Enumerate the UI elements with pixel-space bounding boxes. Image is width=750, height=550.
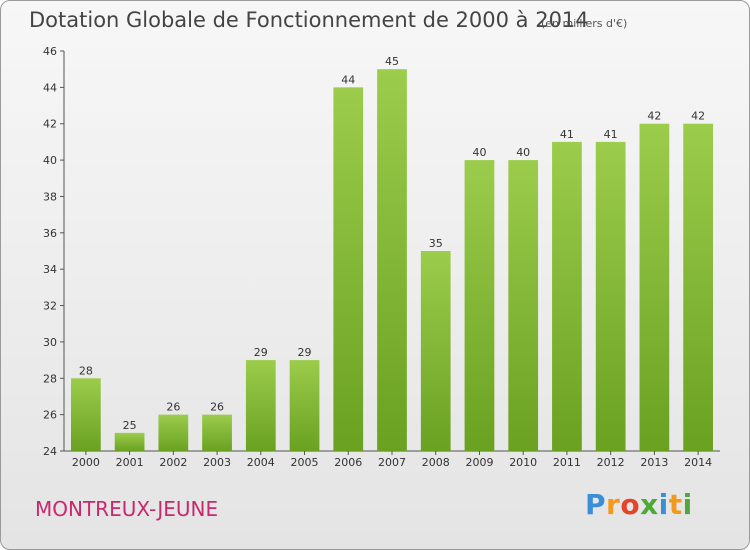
bar-2012 xyxy=(595,141,626,451)
y-tick-label: 46 xyxy=(43,45,57,58)
x-tick-label-2012: 2012 xyxy=(597,456,625,469)
x-tick-label-2011: 2011 xyxy=(553,456,581,469)
bar-2009 xyxy=(464,160,495,451)
value-label-2010: 40 xyxy=(516,146,530,159)
value-label-2009: 40 xyxy=(472,146,486,159)
value-label-2006: 44 xyxy=(341,73,355,86)
bar-2008 xyxy=(420,251,451,451)
value-label-2013: 42 xyxy=(647,110,661,123)
y-tick-label: 40 xyxy=(43,154,57,167)
bar-2010 xyxy=(508,160,539,451)
x-tick-label-2007: 2007 xyxy=(378,456,406,469)
y-tick-label: 36 xyxy=(43,227,57,240)
value-label-2000: 28 xyxy=(79,364,93,377)
value-label-2014: 42 xyxy=(691,110,705,123)
value-label-2005: 29 xyxy=(298,346,312,359)
bar-2005 xyxy=(289,360,320,451)
value-label-2004: 29 xyxy=(254,346,268,359)
bar-2002 xyxy=(158,414,189,451)
proxiti-logo: Proxiti xyxy=(585,488,693,521)
value-label-2001: 25 xyxy=(123,419,137,432)
bar-2011 xyxy=(552,141,582,451)
bar-2003 xyxy=(202,414,232,451)
x-tick-label-2010: 2010 xyxy=(509,456,537,469)
logo-letter: P xyxy=(585,488,607,521)
x-tick-label-2004: 2004 xyxy=(247,456,275,469)
y-axis: 24 26 28 30 32 34 36 38 40 42 44 46 xyxy=(43,45,65,458)
x-tick-label-2013: 2013 xyxy=(640,456,668,469)
bar-2004 xyxy=(245,360,276,451)
bar-2007 xyxy=(377,69,407,451)
value-label-2003: 26 xyxy=(210,401,224,414)
logo-letter: x xyxy=(640,488,659,521)
value-label-2007: 45 xyxy=(385,55,399,68)
y-tick-label: 28 xyxy=(43,372,57,385)
x-axis: 2000 2001 2002 2003 2004 2005 2006 2007 2008 2009… xyxy=(64,450,720,469)
chart-title: Dotation Globale de Fonctionnement de 20… xyxy=(29,8,589,32)
x-tick-label-2001: 2001 xyxy=(116,456,144,469)
x-tick-label-2006: 2006 xyxy=(334,456,362,469)
logo-letter: i xyxy=(682,488,693,521)
value-label-2011: 41 xyxy=(560,128,574,141)
x-tick-label-2003: 2003 xyxy=(203,456,231,469)
value-label-2012: 41 xyxy=(604,128,618,141)
y-tick-label: 24 xyxy=(43,445,57,458)
bar-2001 xyxy=(114,432,145,451)
x-tick-label-2000: 2000 xyxy=(72,456,100,469)
x-tick-label-2002: 2002 xyxy=(159,456,187,469)
unit-note: (en milliers d'€) xyxy=(541,17,628,30)
bar-2013 xyxy=(639,123,670,452)
y-tick-label: 32 xyxy=(43,300,57,313)
logo-letter: t xyxy=(668,488,683,521)
y-tick-label: 44 xyxy=(43,81,57,94)
logo-letter: o xyxy=(620,488,641,521)
y-tick-label: 30 xyxy=(43,336,57,349)
y-tick-label: 42 xyxy=(43,118,57,131)
bars: 28 25 26 26 29 29 44 45 35 40 40 41 41 42 42 xyxy=(70,55,714,452)
bar-2006 xyxy=(333,87,364,451)
logo-letter: r xyxy=(606,488,621,521)
commune-name: MONTREUX-JEUNE xyxy=(35,497,219,521)
value-label-2008: 35 xyxy=(429,237,443,250)
logo-letter: i xyxy=(658,488,669,521)
value-label-2002: 26 xyxy=(166,401,180,414)
y-tick-label: 26 xyxy=(43,409,57,422)
x-tick-label-2005: 2005 xyxy=(291,456,319,469)
x-tick-label-2009: 2009 xyxy=(465,456,493,469)
bar-2014 xyxy=(683,123,714,452)
y-tick-label: 38 xyxy=(43,190,57,203)
y-tick-label: 34 xyxy=(43,263,57,276)
bar-2000 xyxy=(70,378,101,451)
x-tick-label-2014: 2014 xyxy=(684,456,712,469)
x-tick-label-2008: 2008 xyxy=(422,456,450,469)
